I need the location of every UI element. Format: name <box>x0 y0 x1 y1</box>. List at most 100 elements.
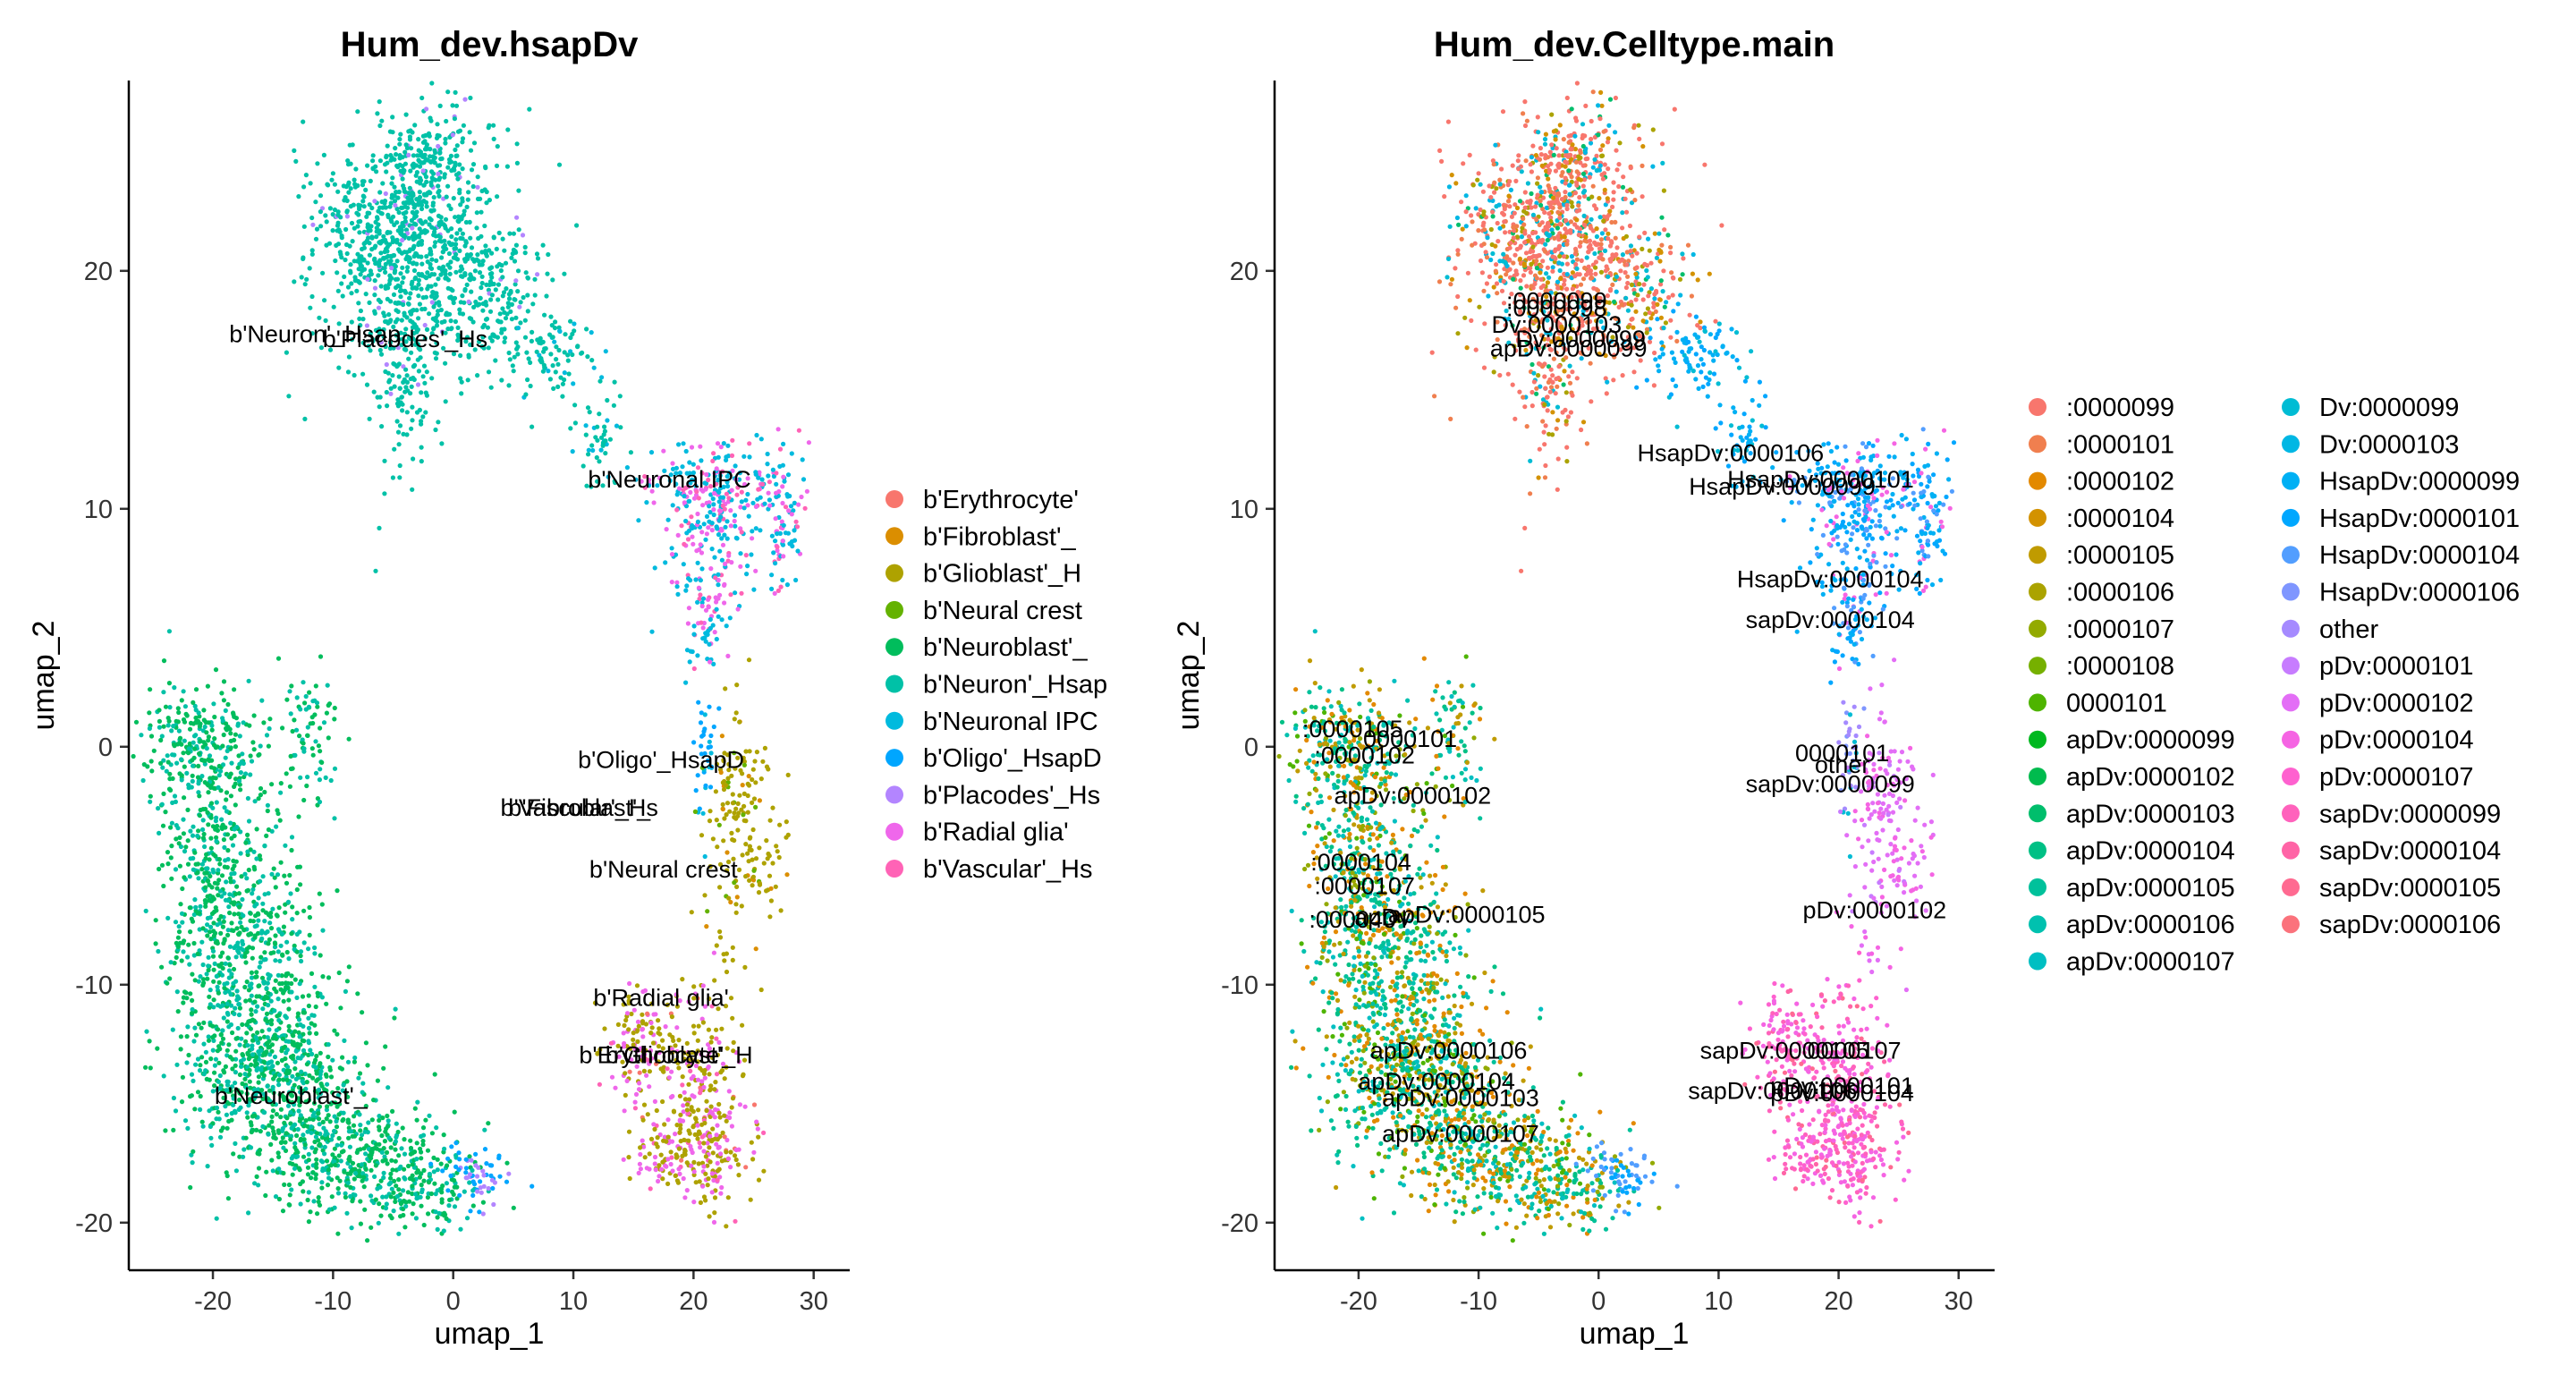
scatter-point <box>350 1199 355 1204</box>
scatter-point <box>159 862 165 868</box>
scatter-point <box>209 758 215 763</box>
scatter-point <box>719 557 725 563</box>
scatter-point <box>365 1063 370 1068</box>
scatter-point <box>367 210 372 216</box>
scatter-point <box>733 816 739 821</box>
scatter-point <box>306 1003 311 1009</box>
scatter-point <box>257 1151 262 1157</box>
scatter-point <box>241 720 246 725</box>
scatter-point <box>269 1042 275 1047</box>
scatter-point <box>575 344 580 349</box>
scatter-point <box>240 751 245 757</box>
scatter-point <box>562 271 567 276</box>
scatter-point <box>685 537 691 542</box>
scatter-point <box>298 775 303 780</box>
scatter-point <box>453 147 458 153</box>
scatter-point <box>218 954 224 959</box>
scatter-point <box>266 976 272 981</box>
scatter-point <box>401 183 406 189</box>
scatter-point <box>668 1095 674 1100</box>
scatter-point <box>206 954 211 960</box>
scatter-point <box>228 820 233 826</box>
scatter-point <box>478 1179 483 1184</box>
scatter-point <box>361 245 367 250</box>
scatter-point <box>179 757 184 762</box>
scatter-point <box>228 879 233 885</box>
scatter-point <box>179 911 185 916</box>
scatter-point <box>168 787 174 793</box>
scatter-point <box>352 1166 358 1172</box>
scatter-point <box>695 519 701 525</box>
scatter-point <box>484 316 490 322</box>
scatter-point <box>163 810 168 815</box>
scatter-point <box>389 192 395 198</box>
scatter-point <box>449 233 454 240</box>
scatter-point <box>767 479 773 485</box>
scatter-point <box>208 815 214 820</box>
scatter-point <box>684 1107 691 1113</box>
scatter-point <box>324 1116 329 1122</box>
scatter-point <box>640 1012 645 1017</box>
scatter-point <box>358 308 363 314</box>
scatter-point <box>195 833 200 839</box>
panel-title: Hum_dev.hsapDv <box>341 25 639 64</box>
scatter-point <box>261 957 267 963</box>
scatter-point <box>236 778 242 784</box>
scatter-point <box>390 475 395 480</box>
scatter-point <box>396 1166 402 1172</box>
scatter-point <box>626 1129 632 1134</box>
scatter-point <box>572 321 577 327</box>
scatter-point <box>167 705 173 710</box>
scatter-point <box>751 868 757 873</box>
scatter-point <box>677 1130 682 1135</box>
scatter-point <box>491 123 496 128</box>
scatter-point <box>181 831 186 836</box>
scatter-point <box>377 123 383 129</box>
scatter-point <box>251 747 257 752</box>
scatter-point <box>191 763 196 768</box>
scatter-point <box>410 404 415 410</box>
scatter-point <box>309 251 315 257</box>
scatter-point <box>403 199 409 205</box>
scatter-point <box>707 1214 712 1219</box>
scatter-point <box>361 258 367 263</box>
scatter-point <box>245 1052 250 1057</box>
scatter-point <box>475 184 480 190</box>
scatter-point <box>723 561 728 567</box>
scatter-point <box>469 167 475 173</box>
scatter-point <box>703 783 708 788</box>
scatter-point <box>239 1036 244 1041</box>
scatter-point <box>133 719 140 725</box>
scatter-point <box>391 292 397 297</box>
scatter-point <box>201 1041 207 1047</box>
scatter-point <box>327 1064 333 1070</box>
scatter-point <box>367 300 372 305</box>
scatter-point <box>230 1030 235 1036</box>
scatter-point <box>556 162 563 167</box>
scatter-point <box>188 991 193 997</box>
scatter-point <box>457 248 462 253</box>
scatter-point <box>216 763 222 769</box>
scatter-point <box>225 1047 230 1053</box>
scatter-point <box>197 793 202 799</box>
scatter-point <box>463 219 470 225</box>
scatter-point <box>264 833 269 839</box>
scatter-point <box>301 256 306 261</box>
scatter-point <box>288 1137 293 1142</box>
scatter-point <box>392 270 397 276</box>
scatter-point <box>170 1027 175 1032</box>
scatter-point <box>693 577 699 582</box>
scatter-point <box>377 263 382 268</box>
scatter-point <box>488 1173 494 1178</box>
scatter-point <box>464 1216 470 1221</box>
scatter-point <box>377 1141 382 1147</box>
scatter-point <box>341 183 346 189</box>
scatter-point <box>469 289 474 294</box>
scatter-point <box>212 1070 217 1075</box>
scatter-point <box>229 871 234 877</box>
scatter-point <box>384 155 389 160</box>
scatter-point <box>778 908 784 913</box>
scatter-point <box>274 1036 279 1041</box>
scatter-point <box>508 309 513 314</box>
